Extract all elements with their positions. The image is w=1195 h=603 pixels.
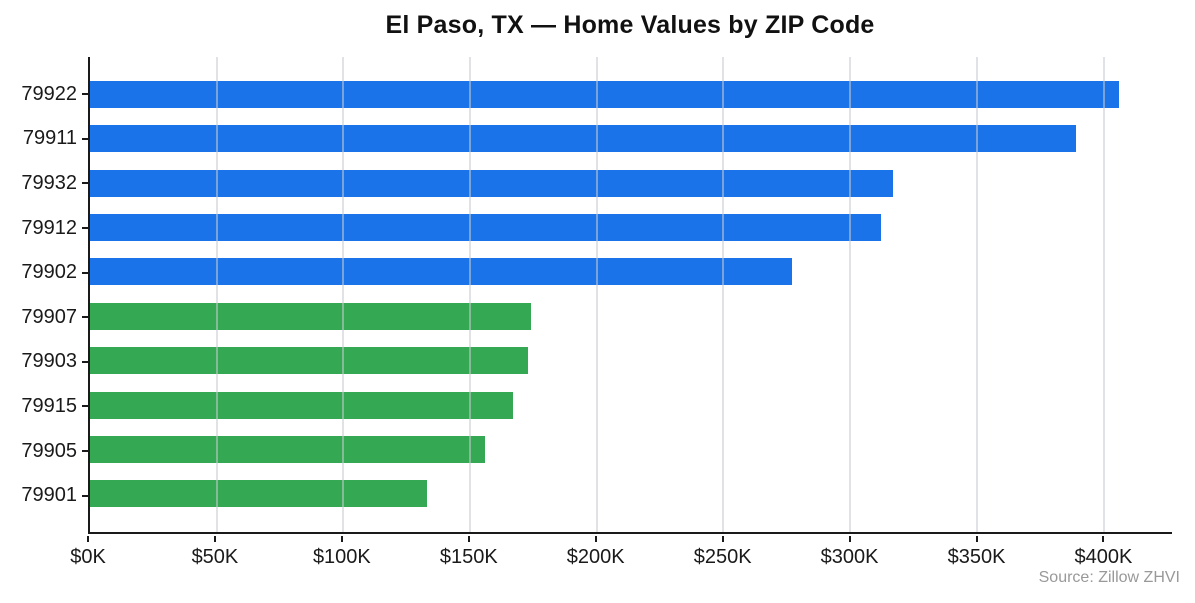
y-tick-label-79915: 79915 [21,394,77,417]
x-tick-mark-50k [213,536,216,542]
bars-group [90,57,1172,532]
y-tick-label-79922: 79922 [21,82,77,105]
y-tick-mark [82,360,88,363]
y-axis-row: 79907 [0,295,88,340]
bar-row [90,383,1172,427]
bar-79922 [90,80,1119,108]
y-tick-label-79907: 79907 [21,305,77,328]
bar-79912 [90,213,881,241]
x-tick-mark-0k [87,536,89,542]
bar-row [90,427,1172,471]
bar-79903 [90,347,529,375]
source-note: Source: Zillow ZHVI [1038,569,1180,586]
x-tick-mark-250k [721,536,724,542]
y-axis-row: 79932 [0,161,88,206]
bar-row [90,472,1172,516]
bar-79901 [90,480,428,508]
x-tick-label-200k: $200K [566,546,625,568]
y-tick-mark [82,182,88,185]
bar-row [90,116,1172,160]
x-tick-mark-400k [1102,536,1105,542]
bar-79932 [90,169,894,197]
y-axis-row: 79902 [0,250,88,295]
x-tick-label-50k: $50K [191,546,239,568]
bar-79902 [90,258,792,286]
y-axis-row: 79915 [0,384,88,429]
y-axis-row: 79901 [0,473,88,518]
x-tick-label-300k: $300K [820,546,879,568]
y-tick-mark [82,450,88,453]
y-axis-row: 79911 [0,117,88,162]
y-axis-row: 79922 [0,72,88,117]
y-tick-mark [82,405,88,408]
y-tick-mark [82,137,88,140]
y-tick-mark [82,494,88,497]
bar-row [90,338,1172,382]
x-tick-label-0k: $0K [70,546,106,568]
bar-row [90,250,1172,294]
y-tick-mark [82,227,88,230]
x-tick-label-250k: $250K [693,546,752,568]
y-axis-row: 79903 [0,340,88,385]
y-axis: 79922 79911 79932 79912 79902 79907 79903 79915… [0,57,88,534]
y-tick-mark [82,271,88,274]
x-axis: $0K $50K $100K $150K $200K $250K $300K $350K $40… [0,534,1195,579]
x-tick-mark-300k [848,536,851,542]
x-tick-mark-150k [467,536,470,542]
x-tick-label-400k: $400K [1074,546,1133,568]
y-axis-row: 79905 [0,429,88,474]
chart-title: El Paso, TX — Home Values by ZIP Code [385,11,875,39]
y-tick-label-79903: 79903 [21,350,77,373]
x-tick-label-350k: $350K [947,546,1006,568]
y-tick-label-79902: 79902 [21,261,77,284]
x-tick-mark-100k [340,536,343,542]
x-tick-mark-200k [594,536,597,542]
bar-row [90,72,1172,116]
y-tick-label-79932: 79932 [21,171,77,194]
y-tick-label-79912: 79912 [21,216,77,239]
bar-row [90,294,1172,338]
bar-79915 [90,391,514,419]
y-axis-row: 79912 [0,206,88,251]
y-tick-label-79905: 79905 [21,439,77,462]
plot-area [88,57,1172,534]
bar-79905 [90,435,486,463]
bar-row [90,205,1172,249]
y-tick-mark [82,93,88,96]
x-tick-mark-350k [975,536,978,542]
x-tick-label-100k: $100K [312,546,371,568]
y-tick-mark [82,316,88,319]
x-tick-label-150k: $150K [439,546,498,568]
y-tick-label-79911: 79911 [22,127,77,150]
bar-79907 [90,302,531,330]
bar-79911 [90,125,1076,153]
y-tick-label-79901: 79901 [21,484,77,507]
bar-row [90,161,1172,205]
